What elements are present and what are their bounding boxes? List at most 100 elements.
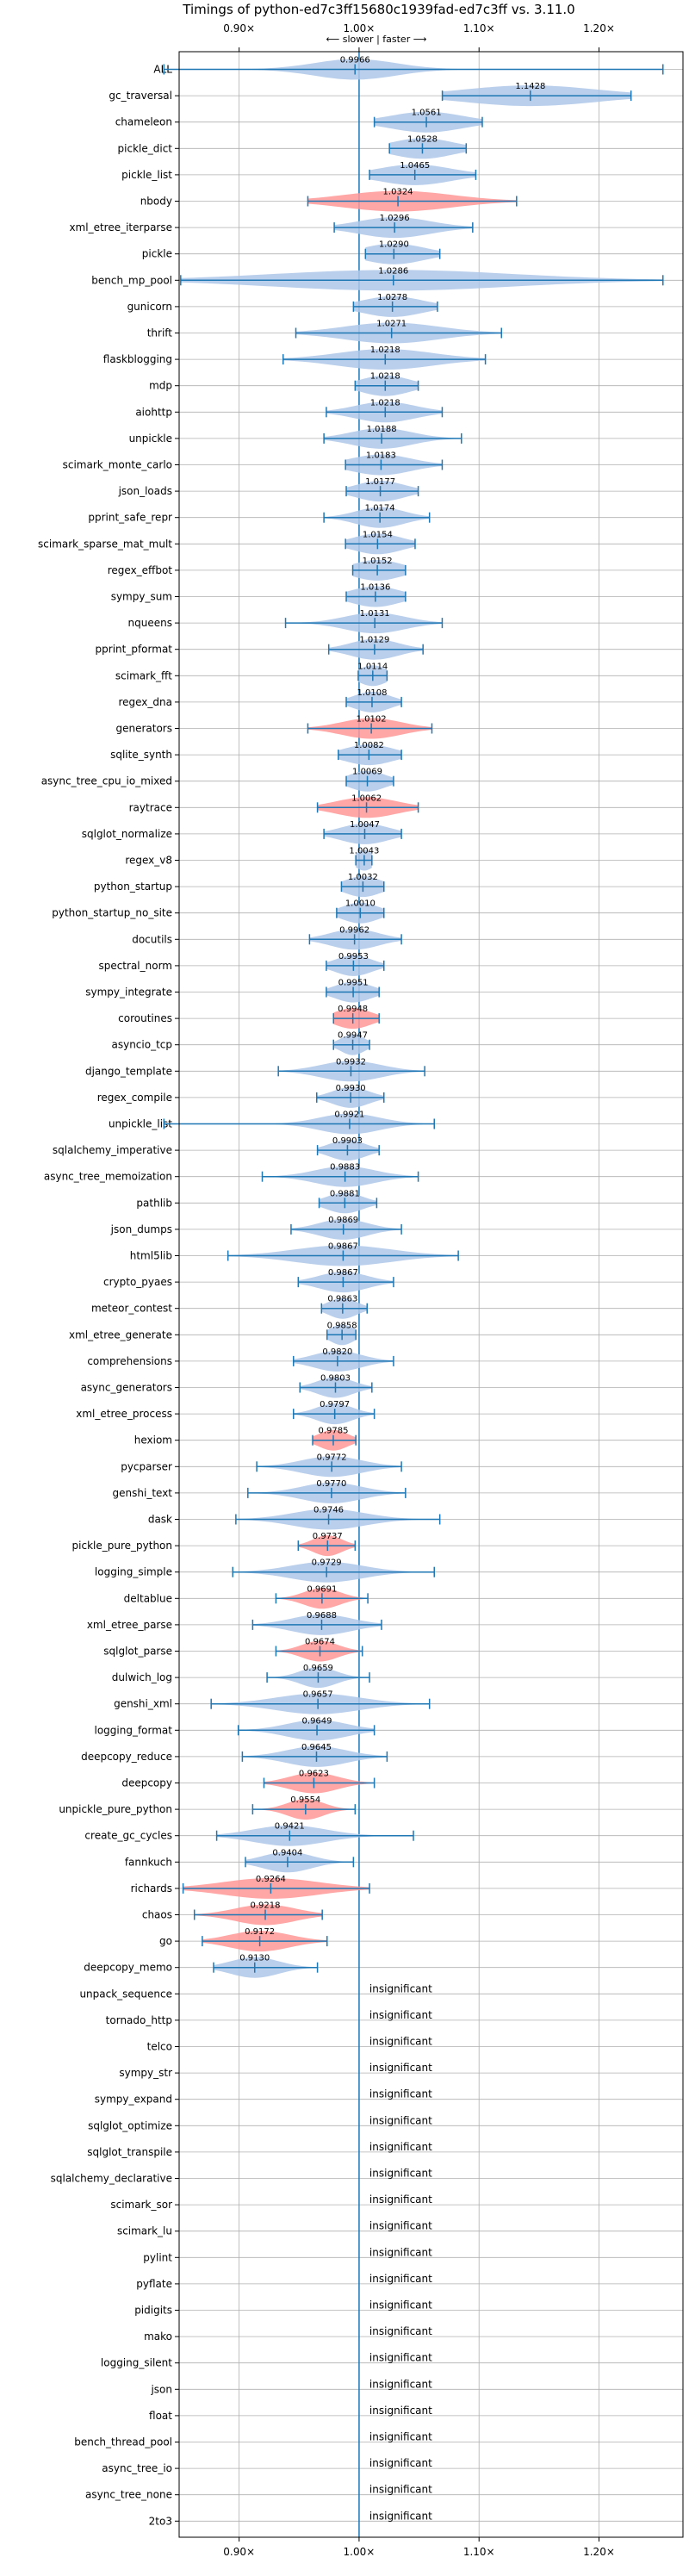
insignificant-label: insignificant (369, 1982, 432, 1994)
benchmark-label: telco (147, 2041, 172, 2053)
benchmark-label: create_gc_cycles (84, 1830, 172, 1842)
ratio-label: 1.0152 (363, 557, 393, 566)
benchmark-label: pycparser (121, 1460, 172, 1472)
ratio-label: 0.9869 (328, 1216, 358, 1225)
benchmark-label: logging_format (94, 1724, 172, 1736)
benchmark-label: raytrace (129, 801, 172, 813)
grid-layer (175, 52, 683, 2537)
ratio-label: 0.9772 (317, 1453, 347, 1462)
benchmark-label: json (150, 2383, 172, 2395)
benchmark-label: deepcopy_reduce (81, 1751, 172, 1763)
insignificant-label: insignificant (369, 2484, 432, 2496)
benchmark-label: deltablue (124, 1592, 172, 1604)
benchmark-label: ALL (153, 64, 172, 76)
insignificant-label: insignificant (369, 2193, 432, 2206)
ratio-label: 0.9674 (305, 1638, 335, 1647)
benchmark-label: sqlalchemy_declarative (51, 2173, 172, 2185)
benchmark-label: mdp (149, 380, 172, 392)
benchmark-label: sympy_expand (95, 2094, 172, 2106)
ratio-label: 1.0177 (365, 477, 395, 487)
ratio-label: 1.0082 (354, 741, 384, 750)
benchmark-label: scimark_sor (110, 2199, 172, 2211)
insignificant-label: insignificant (369, 2088, 432, 2100)
ratio-label: 1.0218 (370, 398, 400, 408)
ratio-label: 0.9554 (290, 1795, 320, 1805)
insignificant-label: insignificant (369, 2220, 432, 2232)
benchmark-label: dulwich_log (112, 1671, 172, 1683)
ratio-label: 1.0271 (376, 320, 407, 329)
benchmark-label: unpickle_pure_python (59, 1803, 172, 1815)
benchmark-label: async_tree_cpu_io_mixed (41, 775, 172, 787)
benchmark-label: deepcopy (121, 1777, 172, 1789)
ratio-label: 1.0114 (357, 662, 388, 671)
ratio-label: 0.9951 (338, 979, 369, 988)
plot-frame (178, 51, 684, 2538)
benchmark-label: regex_effbot (108, 564, 173, 576)
benchmark-label: coroutines (118, 1012, 172, 1024)
ratio-label: 1.0290 (379, 240, 409, 250)
insignificant-label: insignificant (369, 2114, 432, 2126)
benchmark-label: go (159, 1935, 172, 1947)
benchmark-label: richards (131, 1882, 172, 1895)
benchmark-label: scimark_sparse_mat_mult (38, 538, 172, 550)
benchmark-label: python_startup (94, 880, 172, 893)
benchmark-label: pickle_pure_python (72, 1540, 172, 1552)
benchmark-label: chaos (142, 1909, 172, 1921)
x-tick-label-top: 0.90× (223, 22, 255, 34)
benchmark-label: flaskblogging (103, 353, 172, 365)
ratio-label: 1.0102 (357, 715, 387, 725)
ratio-label: 1.0183 (366, 451, 396, 461)
benchmark-label: unpickle_list (109, 1118, 172, 1130)
benchmark-label: bench_mp_pool (91, 274, 172, 286)
ratio-label: 0.9404 (272, 1848, 302, 1857)
ratio-label: 1.0069 (352, 768, 382, 777)
benchmark-label: html5lib (130, 1250, 172, 1262)
ratio-label: 1.0136 (360, 583, 390, 593)
benchmark-label: thrift (147, 327, 173, 339)
ratio-label: 0.9803 (320, 1374, 351, 1384)
ratio-label: 0.9659 (303, 1664, 333, 1673)
benchmark-label: sqlglot_parse (103, 1646, 172, 1658)
benchmark-label: float (149, 2410, 172, 2422)
ratio-label: 0.9921 (334, 1111, 364, 1120)
x-tick-label-top: 1.20× (583, 22, 615, 34)
ratio-label: 1.0324 (383, 188, 413, 197)
insignificant-label: insignificant (369, 2431, 432, 2443)
ratio-label: 0.9932 (336, 1057, 366, 1067)
benchmark-label: nbody (140, 196, 172, 208)
benchmark-label: pidigits (134, 2305, 172, 2317)
benchmark-label: scimark_monte_carlo (63, 459, 172, 471)
ratio-label: 0.9930 (336, 1084, 366, 1093)
benchmark-label: sqlglot_transpile (87, 2146, 172, 2158)
insignificant-label: insignificant (369, 2378, 432, 2390)
ratio-label: 0.9645 (301, 1743, 332, 1752)
benchmark-label: sympy_str (119, 2067, 172, 2079)
benchmark-label: json_dumps (110, 1223, 172, 1235)
benchmark-label: pprint_pformat (96, 644, 173, 656)
ratio-label: 0.9947 (338, 1031, 368, 1041)
benchmark-label: gunicorn (127, 301, 172, 313)
benchmark-label: pprint_safe_repr (88, 512, 172, 524)
ratio-label: 0.9797 (320, 1400, 350, 1409)
ratio-label: 1.0278 (377, 293, 407, 302)
insignificant-label: insignificant (369, 2352, 432, 2364)
benchmark-label: regex_compile (97, 1092, 172, 1104)
insignificant-label: insignificant (369, 2168, 432, 2180)
insignificant-label: insignificant (369, 2141, 432, 2153)
benchmark-label: mako (144, 2330, 172, 2343)
benchmark-rows: ALL gc_traversal chameleon pickle_dictpickl… (38, 56, 664, 2527)
benchmark-label: fannkuch (125, 1856, 172, 1868)
benchmark-label: genshi_xml (114, 1698, 172, 1710)
ratio-label: 1.0062 (351, 793, 382, 803)
benchmark-label: unpickle (129, 432, 172, 445)
ratio-label: 0.9883 (330, 1163, 360, 1173)
ratio-label: 1.0528 (407, 134, 438, 144)
insignificant-label: insignificant (369, 2510, 432, 2522)
x-tick-label-bottom: 1.00× (344, 2546, 376, 2558)
ratio-label: 1.0129 (359, 636, 389, 645)
benchmark-label: pickle (142, 248, 172, 260)
x-tick-label-bottom: 1.20× (583, 2546, 615, 2558)
benchmark-label: logging_silent (101, 2357, 172, 2369)
ratio-label: 0.9903 (332, 1136, 363, 1146)
